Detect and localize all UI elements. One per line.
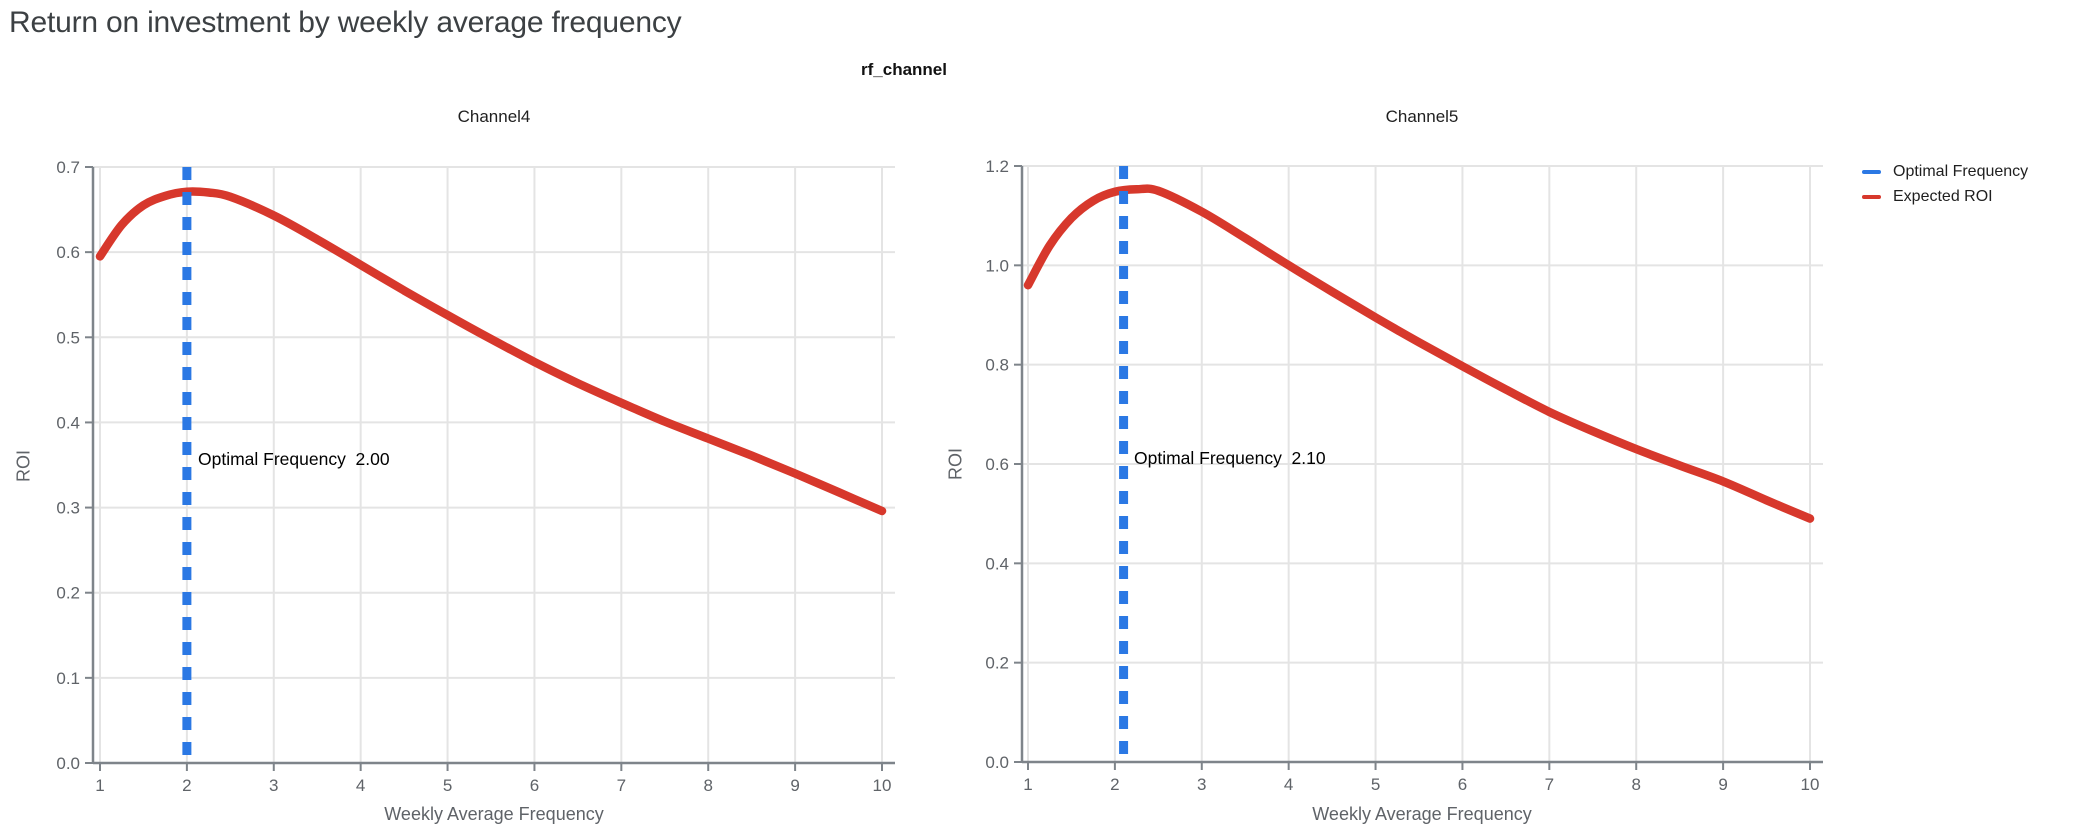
x-tick-label: 3 (269, 776, 278, 795)
x-tick-label: 7 (617, 776, 626, 795)
y-tick-label: 0.6 (985, 455, 1009, 474)
optimal-frequency-annotation-channel4: Optimal Frequency 2.00 (198, 449, 390, 469)
x-tick-label: 9 (790, 776, 799, 795)
legend-item-expected-roi[interactable]: Expected ROI (1862, 184, 2028, 209)
optimal-frequency-annotation-channel5: Optimal Frequency 2.10 (1134, 448, 1326, 468)
x-tick-label: 8 (703, 776, 712, 795)
legend-label: Optimal Frequency (1893, 162, 2029, 180)
x-tick-labels: 1 2 3 4 5 6 7 8 9 10 (1023, 775, 1819, 794)
y-tick-labels: 0.0 0.1 0.2 0.3 0.4 0.5 0.6 0.7 (56, 158, 80, 773)
x-tick-label: 1 (1023, 775, 1032, 794)
y-tick-label: 0.2 (56, 584, 80, 603)
legend-label: Expected ROI (1893, 187, 1993, 205)
y-tick-label: 0.5 (56, 328, 80, 347)
y-tick-label: 1.0 (985, 256, 1009, 275)
y-tick-label: 0.0 (985, 753, 1009, 772)
x-tick-labels: 1 2 3 4 5 6 7 8 9 10 (95, 776, 891, 795)
y-axis-title-channel4: ROI (13, 449, 34, 483)
legend-item-optimal-frequency[interactable]: Optimal Frequency (1862, 159, 2028, 184)
y-tick-label: 0.6 (56, 243, 80, 262)
y-tick-label: 0.7 (56, 158, 80, 177)
y-tick-label: 0.0 (56, 754, 80, 773)
x-tick-label: 4 (1284, 775, 1293, 794)
x-tick-label: 3 (1197, 775, 1206, 794)
page-title: Return on investment by weekly average f… (9, 6, 682, 39)
x-axis-title-channel5: Weekly Average Frequency (1312, 804, 1532, 824)
subplot-channel4: 1 2 3 4 5 6 7 8 9 10 0.0 0.1 0.2 0.3 0.4 0.5 0.6 0.7 (56, 158, 895, 795)
y-tick-labels: 0.0 0.2 0.4 0.6 0.8 1.0 1.2 (985, 157, 1009, 772)
subplot-title-channel4: Channel4 (457, 107, 531, 126)
x-tick-label: 6 (530, 776, 539, 795)
gridlines (1022, 165, 1823, 762)
y-axis-title-channel5: ROI (945, 447, 966, 481)
line-swatch (1862, 194, 1881, 199)
x-tick-label: 6 (1458, 775, 1467, 794)
y-tick-label: 0.1 (56, 669, 80, 688)
x-tick-label: 10 (1801, 775, 1820, 794)
dashed-line-swatch (1862, 169, 1881, 174)
x-tick-label: 2 (1110, 775, 1119, 794)
tick-marks (1014, 165, 1811, 770)
expected-roi-curve (1023, 184, 1815, 523)
x-tick-label: 2 (182, 776, 191, 795)
x-tick-label: 9 (1718, 775, 1727, 794)
y-tick-label: 0.8 (985, 356, 1009, 375)
figure-title: rf_channel (861, 60, 947, 79)
subplot-channel5: 1 2 3 4 5 6 7 8 9 10 0.0 0.2 0.4 0.6 0.8 1.0 1.2 (985, 157, 1823, 794)
expected-roi-curve (95, 187, 887, 516)
x-tick-label: 5 (443, 776, 452, 795)
legend: Optimal Frequency Expected ROI (1862, 159, 2028, 209)
x-tick-label: 7 (1545, 775, 1554, 794)
y-tick-label: 0.2 (985, 654, 1009, 673)
y-tick-label: 1.2 (985, 157, 1009, 176)
x-tick-label: 8 (1631, 775, 1640, 794)
x-axis-title-channel4: Weekly Average Frequency (384, 804, 604, 824)
y-tick-label: 0.4 (985, 554, 1009, 573)
y-tick-label: 0.4 (56, 413, 80, 432)
subplot-title-channel5: Channel5 (1385, 107, 1459, 126)
x-tick-label: 4 (356, 776, 365, 795)
y-tick-label: 0.3 (56, 499, 80, 518)
x-tick-label: 10 (873, 776, 892, 795)
x-tick-label: 1 (95, 776, 104, 795)
tick-marks (85, 166, 883, 771)
x-tick-label: 5 (1371, 775, 1380, 794)
axes (91, 167, 895, 765)
